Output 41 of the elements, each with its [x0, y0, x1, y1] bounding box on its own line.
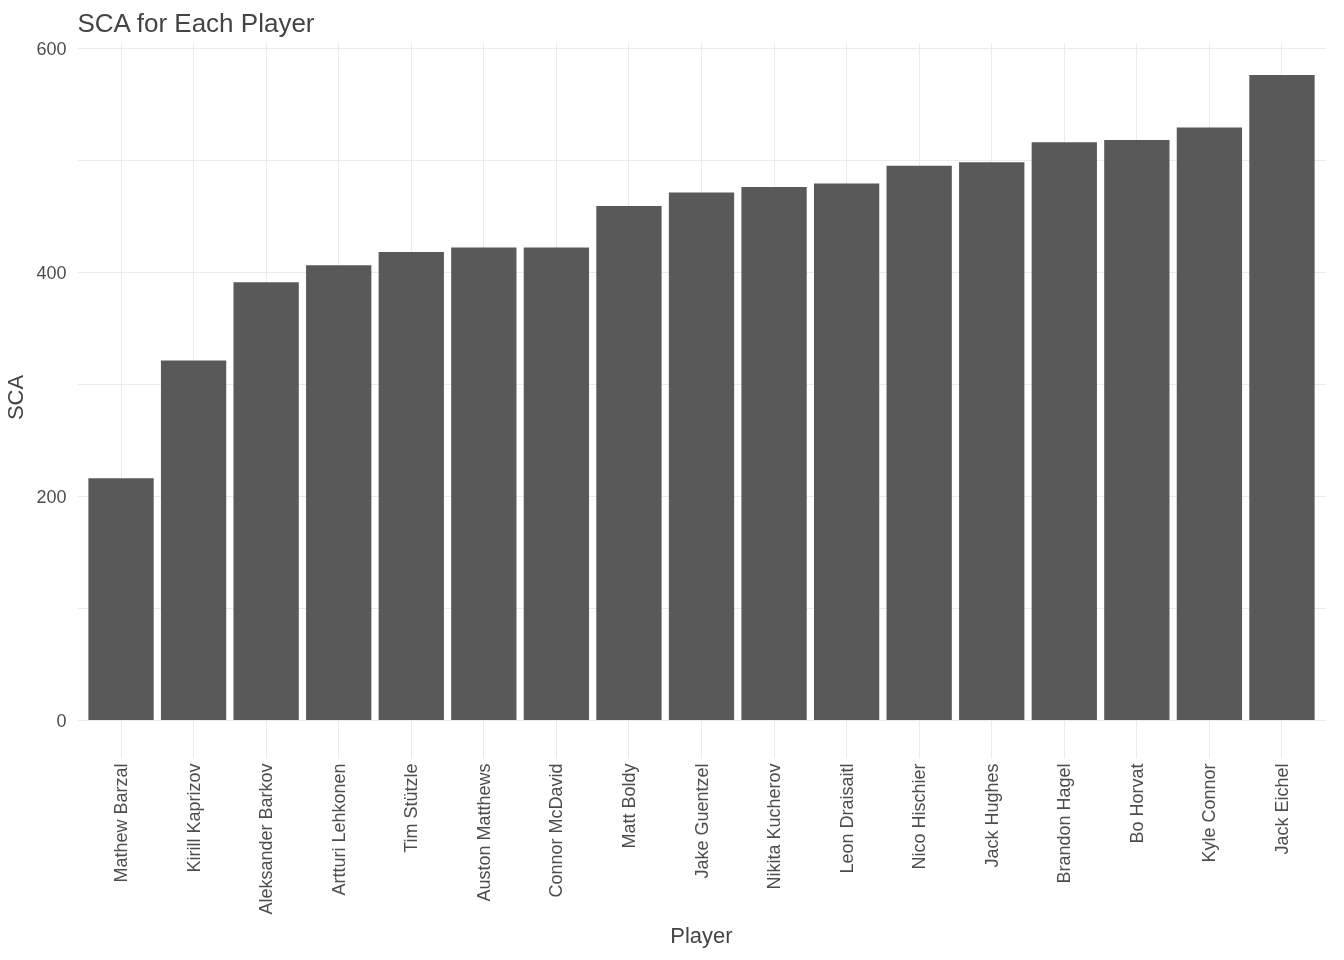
x-tick-label: Artturi Lehkonen: [328, 763, 349, 896]
x-tick-label: Leon Draisaitl: [836, 763, 857, 874]
x-axis-title: Player: [670, 922, 733, 948]
bar: [523, 247, 590, 721]
bar: [886, 165, 952, 721]
x-tick-label: Tim Stützle: [401, 763, 422, 853]
bar: [160, 360, 227, 721]
bar: [306, 265, 372, 721]
chart-title: SCA for Each Player: [77, 7, 315, 38]
bar: [88, 478, 154, 721]
bar: [741, 186, 807, 721]
x-tick-label: Kirill Kaprizov: [183, 763, 204, 873]
bar: [596, 206, 662, 721]
bar: [378, 251, 444, 721]
x-tick-label: Jack Hughes: [981, 763, 1002, 868]
x-tick-label: Connor McDavid: [546, 763, 567, 898]
bar: [668, 192, 735, 721]
bar: [451, 247, 517, 721]
bar: [1176, 127, 1243, 721]
x-tick-label: Brandon Hagel: [1054, 763, 1075, 884]
bar: [1249, 74, 1315, 721]
y-tick-label: 600: [36, 38, 67, 59]
x-tick-label: Jake Guentzel: [691, 763, 712, 879]
x-tick-label: Bo Horvat: [1126, 763, 1147, 844]
x-tick-label: Matt Boldy: [618, 763, 639, 849]
y-axis-title: SCA: [3, 374, 29, 421]
y-tick-label: 0: [56, 710, 67, 731]
x-tick-label: Jack Eichel: [1271, 763, 1292, 855]
x-tick-label: Nico Hischier: [909, 763, 930, 870]
x-tick-label: Nikita Kucherov: [764, 763, 785, 890]
bar: [959, 162, 1025, 721]
x-tick-label: Auston Matthews: [473, 763, 494, 902]
bar: [813, 183, 880, 721]
bar: [1031, 142, 1097, 721]
x-tick-label: Aleksander Barkov: [256, 763, 277, 915]
x-tick-label: Kyle Connor: [1199, 763, 1220, 863]
bar: [233, 282, 299, 721]
bar: [1104, 139, 1170, 721]
x-tick-label: Mathew Barzal: [111, 763, 132, 883]
y-tick-label: 400: [36, 262, 67, 283]
y-tick-label: 200: [36, 486, 67, 507]
